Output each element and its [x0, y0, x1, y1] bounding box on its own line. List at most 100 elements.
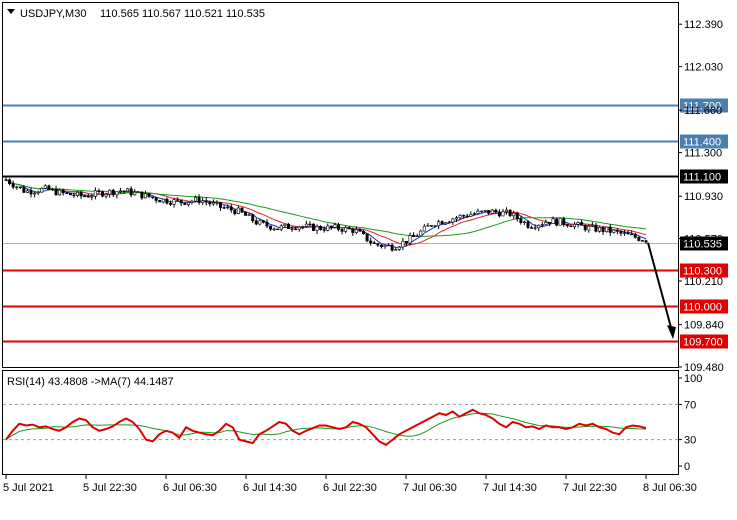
candle-body: [33, 192, 37, 195]
candle-body: [372, 242, 376, 244]
candle-body: [379, 244, 383, 247]
candle-body: [347, 227, 351, 230]
candle-body: [311, 223, 315, 231]
price-tick-label: 109.840: [684, 320, 724, 332]
candle-body: [165, 198, 169, 204]
candle-body: [104, 193, 108, 197]
candle-body: [219, 202, 223, 208]
candle-body: [301, 226, 305, 228]
rsi-line: [5, 408, 647, 447]
candle-body: [376, 243, 380, 246]
forecast-arrow-line: [647, 242, 673, 332]
candle-body: [601, 227, 605, 232]
candle-body: [623, 232, 627, 234]
candle-body: [22, 186, 26, 193]
candle-body: [126, 188, 130, 192]
level-label-box: [680, 134, 728, 149]
candle-body: [537, 224, 541, 229]
level-label: 111.100: [683, 172, 721, 184]
candle-body: [233, 209, 237, 215]
candle-body: [111, 189, 115, 196]
candle-body: [90, 196, 94, 198]
price-tick-label: 112.030: [684, 62, 723, 74]
price-tick-label: 111.300: [684, 148, 722, 160]
candle-body: [322, 229, 326, 231]
candle-body: [419, 230, 423, 237]
candle-body: [465, 215, 469, 218]
candle-body: [151, 196, 155, 199]
candle-body: [612, 229, 616, 233]
candle-body: [615, 229, 619, 232]
rsi-tick-label: 70: [684, 399, 696, 411]
level-label: 110.300: [683, 266, 722, 278]
candle-body: [637, 237, 641, 241]
candle-body: [240, 207, 244, 213]
candle-body: [408, 235, 412, 244]
candle-body: [444, 222, 448, 225]
candle-body: [598, 227, 602, 232]
candle-body: [258, 220, 262, 225]
candle-body: [351, 228, 355, 233]
time-tick-label: 7 Jul 22:30: [563, 482, 617, 494]
candle-body: [261, 220, 265, 223]
candle-body: [505, 209, 509, 212]
candle-body: [447, 221, 451, 224]
candle-body: [401, 240, 405, 248]
level-label-box: [680, 263, 728, 278]
time-tick-label: 6 Jul 14:30: [243, 482, 297, 494]
candle-body: [236, 207, 240, 215]
candle-body: [68, 192, 72, 196]
candle-body: [590, 224, 594, 227]
candle-body: [565, 224, 569, 227]
price-tick-label: 111.660: [684, 105, 722, 117]
candle-body: [54, 188, 58, 196]
candle-body: [308, 223, 312, 226]
candle-body: [276, 228, 280, 231]
candle-body: [472, 213, 476, 215]
level-label: 110.000: [683, 302, 722, 314]
candle-body: [294, 228, 298, 230]
candle-body: [76, 191, 80, 196]
dropdown-triangle-icon[interactable]: [7, 9, 15, 14]
time-tick-label: 7 Jul 14:30: [483, 482, 537, 494]
candle-body: [122, 190, 126, 192]
candle-body: [183, 202, 187, 205]
level-label: 111.700: [683, 101, 721, 113]
candle-body: [547, 222, 551, 224]
candle-body: [469, 213, 473, 217]
rsi-tick-label: 30: [684, 435, 696, 447]
candle-body: [354, 229, 358, 233]
candle-body: [587, 225, 591, 231]
candle-body: [519, 218, 523, 223]
candle-body: [254, 220, 258, 225]
candle-body: [365, 233, 369, 242]
candle-body: [190, 200, 194, 203]
level-label-box: [680, 299, 728, 314]
candle-body: [272, 228, 276, 231]
candle-body: [383, 244, 387, 247]
candle-body: [172, 199, 176, 205]
candle-body: [458, 215, 462, 219]
price-tick-label: 110.570: [684, 234, 723, 246]
candle-body: [208, 202, 212, 205]
candle-body: [265, 221, 269, 227]
candle-body: [176, 199, 180, 201]
candle-body: [83, 195, 87, 198]
candle-body: [576, 222, 580, 225]
price-tick-label: 110.930: [684, 191, 723, 203]
candle-body: [415, 235, 419, 238]
candle-body: [118, 190, 122, 192]
candle-body: [340, 229, 344, 232]
candle-body: [251, 214, 255, 222]
candle-body: [279, 225, 283, 230]
candle-body: [433, 225, 437, 227]
candle-body: [437, 221, 441, 227]
candle-body: [508, 209, 512, 217]
candle-body: [204, 200, 208, 203]
candle-body: [462, 215, 466, 217]
candle-body: [480, 210, 484, 213]
candle-body: [344, 227, 348, 232]
candle-body: [329, 225, 333, 228]
candle-body: [522, 221, 526, 223]
candle-body: [494, 209, 498, 213]
